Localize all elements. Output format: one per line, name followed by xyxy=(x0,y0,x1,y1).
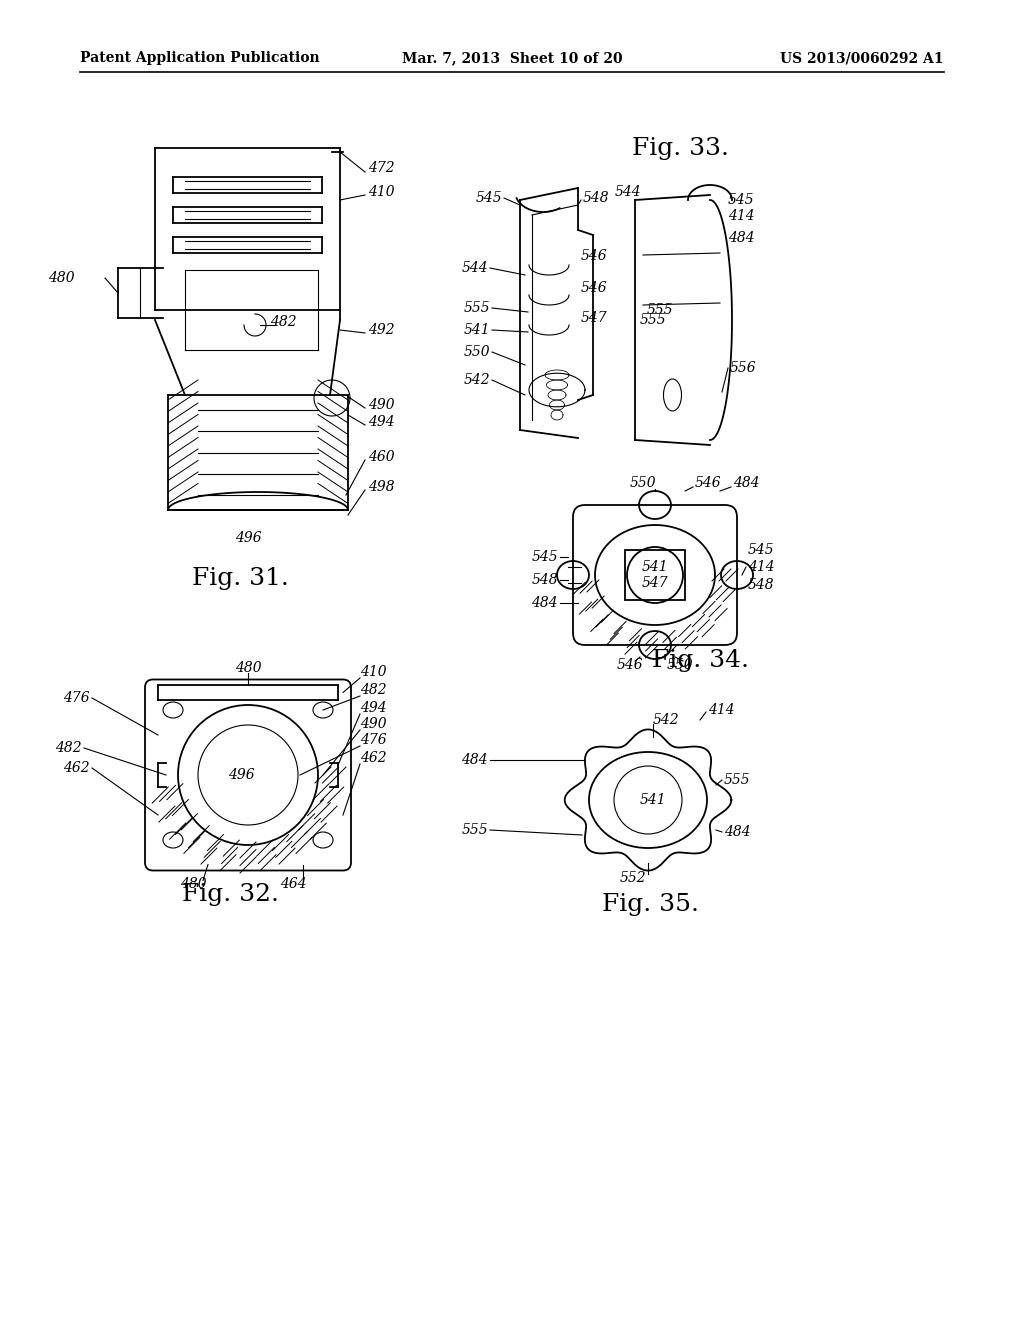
Text: 548: 548 xyxy=(531,573,558,587)
Text: Fig. 31.: Fig. 31. xyxy=(191,566,289,590)
Text: 542: 542 xyxy=(653,713,680,727)
Text: 480: 480 xyxy=(48,271,75,285)
Text: 472: 472 xyxy=(368,161,394,176)
Text: 548: 548 xyxy=(748,578,774,591)
Text: 546: 546 xyxy=(581,249,607,263)
Text: 545: 545 xyxy=(748,543,774,557)
Text: 414: 414 xyxy=(748,560,774,574)
Text: 482: 482 xyxy=(360,682,387,697)
Text: 552: 552 xyxy=(620,871,646,884)
Text: 490: 490 xyxy=(360,717,387,731)
Text: 542: 542 xyxy=(464,374,490,387)
Text: 482: 482 xyxy=(270,315,297,329)
Text: 545: 545 xyxy=(475,191,502,205)
Text: 550: 550 xyxy=(630,477,656,490)
Text: 541: 541 xyxy=(640,793,667,807)
Text: 544: 544 xyxy=(615,185,642,199)
Text: 414: 414 xyxy=(728,209,755,223)
Text: Mar. 7, 2013  Sheet 10 of 20: Mar. 7, 2013 Sheet 10 of 20 xyxy=(401,51,623,65)
Text: 550: 550 xyxy=(464,345,490,359)
Text: 555: 555 xyxy=(647,304,674,317)
Text: 494: 494 xyxy=(368,414,394,429)
Text: 545: 545 xyxy=(531,550,558,564)
Text: 410: 410 xyxy=(368,185,394,199)
Text: 490: 490 xyxy=(368,399,394,412)
Text: 556: 556 xyxy=(730,360,757,375)
Text: 546: 546 xyxy=(616,657,643,672)
Text: 462: 462 xyxy=(360,751,387,766)
Text: 484: 484 xyxy=(462,752,488,767)
Text: 460: 460 xyxy=(368,450,394,465)
Text: 545: 545 xyxy=(728,193,755,207)
Text: 541: 541 xyxy=(464,323,490,337)
Bar xyxy=(625,550,685,601)
Text: 484: 484 xyxy=(728,231,755,246)
Text: 484: 484 xyxy=(531,597,558,610)
Text: Patent Application Publication: Patent Application Publication xyxy=(80,51,319,65)
Text: Fig. 32.: Fig. 32. xyxy=(181,883,279,907)
Text: 496: 496 xyxy=(228,768,255,781)
Text: 480: 480 xyxy=(179,878,206,891)
Text: 555: 555 xyxy=(462,822,488,837)
Text: 555: 555 xyxy=(464,301,490,315)
Text: 548: 548 xyxy=(583,191,609,205)
Text: 464: 464 xyxy=(280,878,306,891)
Text: US 2013/0060292 A1: US 2013/0060292 A1 xyxy=(780,51,944,65)
Text: 410: 410 xyxy=(360,665,387,678)
Text: 476: 476 xyxy=(360,733,387,747)
Text: Fig. 35.: Fig. 35. xyxy=(601,894,698,916)
Text: 492: 492 xyxy=(368,323,394,337)
Text: 496: 496 xyxy=(234,531,261,545)
Text: 482: 482 xyxy=(55,741,82,755)
Text: 476: 476 xyxy=(63,690,90,705)
Text: 555: 555 xyxy=(640,313,667,327)
Text: 550: 550 xyxy=(667,657,693,672)
Text: 498: 498 xyxy=(368,480,394,494)
Text: 484: 484 xyxy=(733,477,760,490)
Text: 546: 546 xyxy=(695,477,722,490)
Text: 484: 484 xyxy=(724,825,751,840)
Text: 494: 494 xyxy=(360,701,387,715)
Text: 555: 555 xyxy=(724,774,751,787)
Text: 480: 480 xyxy=(234,660,261,675)
Text: Fig. 33.: Fig. 33. xyxy=(632,136,728,160)
Text: 414: 414 xyxy=(708,704,734,717)
Text: Fig. 34.: Fig. 34. xyxy=(651,648,749,672)
Text: 541: 541 xyxy=(642,560,669,574)
Text: 544: 544 xyxy=(462,261,488,275)
Text: 547: 547 xyxy=(581,312,607,325)
Text: 462: 462 xyxy=(63,762,90,775)
Text: 546: 546 xyxy=(581,281,607,294)
Text: 547: 547 xyxy=(642,576,669,590)
